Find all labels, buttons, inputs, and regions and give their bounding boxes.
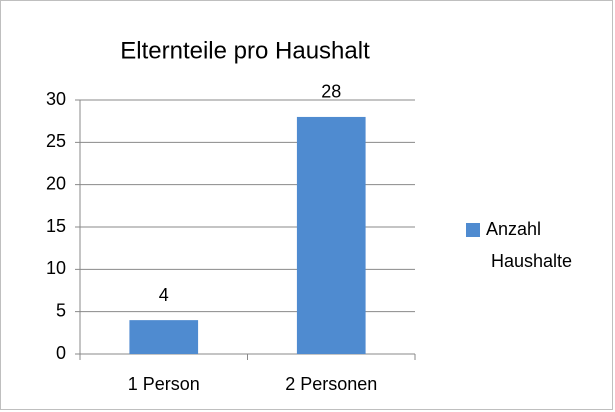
data-label: 28	[321, 82, 341, 102]
y-tick-label: 0	[56, 343, 66, 363]
bar	[129, 320, 199, 354]
legend-swatch	[466, 223, 480, 237]
chart-title: Elternteile pro Haushalt	[120, 37, 370, 64]
y-tick-label: 30	[46, 89, 66, 109]
data-label: 4	[159, 285, 169, 305]
y-tick-label: 5	[56, 300, 66, 320]
y-tick-label: 10	[46, 258, 66, 278]
legend-label: Anzahl Haushalte	[486, 219, 572, 271]
bar	[296, 116, 366, 354]
x-tick-label: 1 Person	[128, 374, 200, 394]
y-tick-label: 25	[46, 131, 66, 151]
y-tick-label: 20	[46, 173, 66, 193]
x-tick-label: 2 Personen	[285, 374, 377, 394]
y-tick-label: 15	[46, 216, 66, 236]
